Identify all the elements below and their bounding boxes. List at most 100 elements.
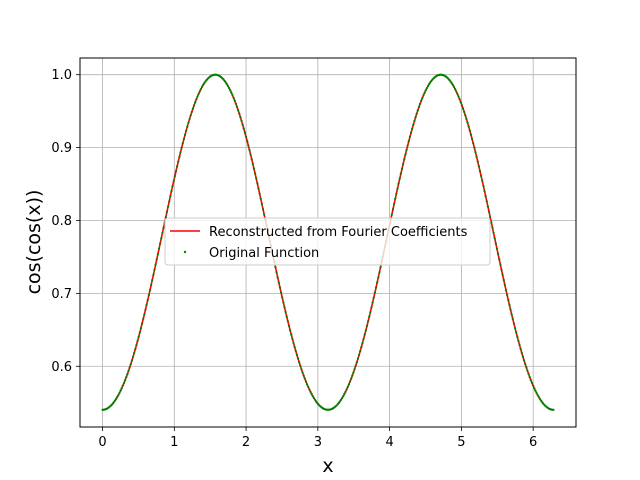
series-point-original [172, 179, 175, 183]
series-point-original [494, 242, 497, 245]
series-point-original [196, 95, 199, 98]
series-point-original [152, 273, 155, 277]
series-point-original [156, 252, 160, 256]
series-point-original [302, 374, 305, 377]
series-point-original [476, 160, 479, 163]
series-point-original [164, 216, 167, 219]
series-point-original [169, 195, 172, 198]
series-point-original [128, 366, 131, 369]
series-point-original [182, 137, 186, 141]
y-tick-label: 1.0 [51, 68, 72, 83]
series-point-original [517, 339, 520, 343]
series-point-original [467, 125, 470, 128]
series-point-original [455, 90, 458, 93]
series-point-original [115, 397, 118, 401]
series-point-original [412, 123, 415, 126]
series-point-original [190, 110, 193, 114]
series-point-original [195, 98, 198, 101]
series-point-original [500, 268, 503, 271]
series-point-original [234, 102, 237, 105]
series-point-original [345, 388, 348, 391]
series-point-original [241, 123, 244, 126]
legend: Reconstructed from Fourier Coefficients … [164, 217, 491, 266]
series-point-original [166, 205, 170, 208]
series-point-original [142, 317, 145, 321]
series-point-original [344, 390, 347, 393]
series-point-original [289, 329, 292, 332]
series-point-original [515, 331, 518, 334]
series-point-original [423, 91, 426, 94]
series-point-original [422, 94, 425, 97]
series-point-original [498, 258, 501, 261]
series-point-original [477, 165, 480, 168]
series-point-original [372, 296, 375, 299]
x-tick-label: 1 [170, 435, 178, 450]
series-point-original [275, 271, 278, 274]
series-point-original [248, 148, 251, 152]
series-point-original [237, 109, 240, 112]
series-point-original [359, 350, 362, 353]
series-point-original [503, 283, 506, 287]
series-point-original [238, 112, 241, 115]
legend-marker-swatch [183, 250, 187, 254]
series-point-original [230, 91, 233, 94]
series-point-original [530, 381, 534, 385]
series-point-original [390, 213, 393, 216]
series-point-original [136, 339, 139, 343]
series-point-original [411, 127, 414, 130]
series-point-original [280, 291, 283, 294]
series-point-original [508, 303, 511, 306]
series-point-original [313, 398, 317, 401]
series-point-original [257, 187, 260, 190]
series-point-original [468, 129, 471, 132]
series-point-original [370, 306, 373, 309]
series-point-original [396, 187, 399, 190]
series-point-original [312, 396, 315, 400]
series-point-original [232, 96, 235, 100]
series-point-original [377, 276, 380, 279]
series-point-original [160, 237, 163, 240]
series-point-original [285, 315, 288, 318]
series-point-original [369, 310, 372, 314]
series-point-original [490, 221, 493, 224]
series-point-original [283, 306, 286, 309]
series-point-original [131, 355, 135, 358]
series-point-original [510, 313, 513, 316]
series-point-original [134, 348, 137, 351]
series-point-original [173, 174, 176, 178]
series-point-original [393, 202, 396, 206]
series-point-original [376, 281, 379, 284]
series-point-original [250, 158, 253, 161]
y-axis-label: cos(cos(x)) [23, 190, 45, 295]
ticks: 0 1 2 3 4 5 6 0.6 0.7 0.8 0.9 1.0 [51, 68, 537, 450]
series-point-original [451, 83, 454, 87]
series-point-original [226, 84, 230, 88]
series-point-original [258, 192, 261, 195]
series-point-original [452, 85, 456, 89]
series-point-original [502, 278, 505, 282]
series-point-original [355, 361, 358, 364]
series-point-original [535, 391, 538, 394]
series-point-original [179, 151, 182, 154]
series-point-original [513, 326, 517, 330]
series-point-original [533, 387, 536, 390]
series-point-original [478, 170, 482, 173]
series-point-original [242, 127, 245, 130]
series-point-original [137, 335, 140, 338]
series-point-original [536, 393, 539, 397]
series-point-original [373, 291, 376, 294]
series-point-original [139, 326, 143, 330]
series-point-original [475, 155, 478, 158]
series-point-original [308, 388, 311, 391]
series-point-original [291, 337, 294, 340]
series-point-original [246, 140, 249, 143]
series-point-original [489, 215, 492, 219]
series-point-original [174, 170, 178, 173]
series-point-original [145, 303, 148, 306]
x-tick-label: 0 [98, 435, 106, 450]
series-point-original [516, 335, 519, 338]
series-point-original [343, 392, 346, 396]
series-point-original [480, 174, 483, 178]
series-point-original [552, 408, 555, 411]
